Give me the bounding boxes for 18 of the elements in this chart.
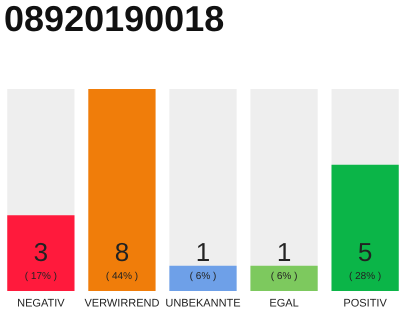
annotation: ( 28% ) [349, 271, 382, 282]
data-label: 1 [276, 237, 292, 267]
data-label: 5 [358, 237, 372, 267]
annotation: ( 17% ) [24, 271, 57, 282]
annotation: ( 44% ) [106, 271, 138, 282]
annotation: ( 6% ) [190, 271, 216, 282]
x-tick-label: EGAL [269, 298, 299, 310]
x-tick-label: UNBEKANNTE [165, 298, 241, 310]
data-label: 3 [34, 237, 48, 267]
annotation: ( 6% ) [270, 271, 298, 282]
x-tick-label: POSITIV [343, 298, 388, 310]
bar [250, 266, 318, 291]
x-tick-label: NEGATIV [17, 298, 66, 310]
x-tick-label: VERWIRREND [84, 298, 160, 310]
data-label: 1 [196, 237, 210, 267]
chart-title: 08920190018 [4, 0, 224, 39]
data-label: 8 [114, 237, 130, 267]
bar [169, 266, 237, 291]
